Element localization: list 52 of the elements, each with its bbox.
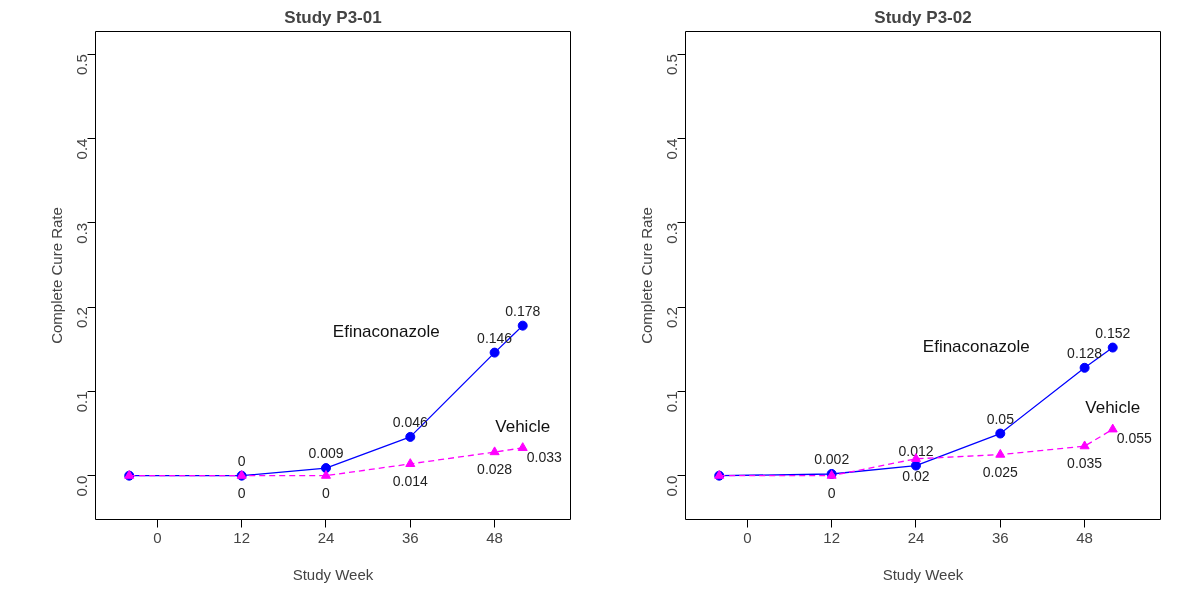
- y-axis-title: Complete Cure Rate: [637, 207, 655, 344]
- data-label: 0.014: [392, 472, 429, 489]
- y-tick-label: 0.0: [663, 475, 681, 497]
- data-label: 0.055: [1116, 430, 1152, 447]
- x-axis-title: Study Week: [882, 565, 964, 583]
- x-tick-label: 12: [233, 528, 250, 546]
- data-label: 0: [827, 484, 836, 501]
- data-label: 0.002: [814, 450, 850, 467]
- y-tick-label: 0.5: [663, 54, 681, 76]
- series-label: Vehicle: [1085, 398, 1141, 418]
- x-tick-label: 48: [486, 528, 503, 546]
- y-tick-label: 0.5: [73, 54, 91, 76]
- x-tick-label: 0: [743, 528, 752, 546]
- y-tick-label: 0.4: [73, 138, 91, 160]
- y-tick-label: 0.1: [73, 391, 91, 413]
- x-tick-label: 12: [823, 528, 840, 546]
- data-label: 0.128: [1067, 344, 1103, 361]
- x-tick-label: 24: [317, 528, 335, 546]
- x-axis-title: Study Week: [292, 565, 374, 583]
- y-tick-label: 0.2: [663, 307, 681, 328]
- data-label: 0.025: [982, 463, 1019, 480]
- data-label: 0.009: [308, 445, 344, 462]
- data-label: 0.046: [392, 413, 429, 430]
- y-tick-label: 0.1: [663, 391, 681, 413]
- chart-title: Study P3-01: [284, 7, 382, 27]
- chart-title: Study P3-02: [874, 7, 972, 27]
- y-tick-label: 0.2: [73, 307, 91, 328]
- y-axis-title: Complete Cure Rate: [47, 207, 65, 344]
- data-label: 0.05: [986, 410, 1015, 427]
- data-label: 0.035: [1067, 455, 1103, 472]
- data-label: 0: [237, 452, 246, 469]
- data-label: 0.178: [505, 302, 541, 319]
- data-label: 0.152: [1095, 324, 1131, 341]
- text: Efinaconazole: [332, 321, 440, 341]
- data-label: 0.012: [898, 442, 934, 459]
- x-tick-label: 48: [1076, 528, 1093, 546]
- data-label: 0: [322, 484, 331, 501]
- data-label: 0: [237, 484, 246, 501]
- data-label: 0.02: [902, 467, 930, 484]
- text: Efinaconazole: [922, 336, 1030, 356]
- y-tick-label: 0.3: [663, 222, 681, 244]
- data-label: 0.146: [477, 329, 513, 346]
- x-tick-label: 36: [991, 528, 1009, 546]
- data-label: 0.033: [526, 448, 562, 465]
- y-tick-label: 0.0: [73, 475, 91, 497]
- x-tick-label: 0: [153, 528, 162, 546]
- data-label: 0.028: [477, 461, 513, 478]
- series-label: Vehicle: [495, 416, 551, 436]
- y-tick-label: 0.4: [663, 138, 681, 160]
- x-tick-label: 24: [907, 528, 925, 546]
- x-tick-label: 36: [401, 528, 419, 546]
- y-tick-label: 0.3: [73, 222, 91, 244]
